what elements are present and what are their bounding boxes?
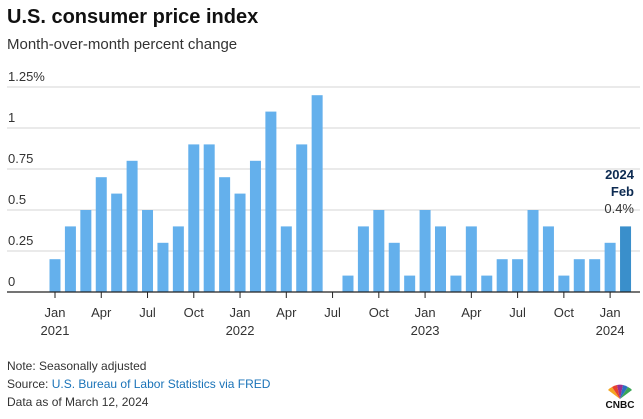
bar xyxy=(142,210,154,292)
bar xyxy=(111,193,123,292)
x-tick-year: 2021 xyxy=(41,323,70,338)
y-tick-label: 0.5 xyxy=(8,192,26,207)
bar xyxy=(265,111,277,292)
source: Source: U.S. Bureau of Labor Statistics … xyxy=(7,377,270,391)
bar xyxy=(280,226,292,292)
bar xyxy=(404,275,416,292)
bar xyxy=(203,144,215,292)
x-tick-year: 2023 xyxy=(411,323,440,338)
y-tick-label: 0.75 xyxy=(8,151,33,166)
bar xyxy=(604,242,616,292)
bar xyxy=(311,95,323,292)
bar xyxy=(542,226,554,292)
x-tick-label: Jul xyxy=(509,305,526,320)
bar xyxy=(573,259,585,292)
x-tick-label: Jan xyxy=(45,305,66,320)
bar xyxy=(373,210,385,292)
bar xyxy=(219,177,231,292)
bar xyxy=(465,226,477,292)
bar xyxy=(450,275,462,292)
note: Note: Seasonally adjusted xyxy=(7,359,147,373)
source-prefix: Source: xyxy=(7,377,52,391)
bar xyxy=(357,226,369,292)
bar xyxy=(589,259,601,292)
bar xyxy=(419,210,431,292)
peacock-icon xyxy=(608,384,632,399)
bar xyxy=(481,275,493,292)
bar xyxy=(512,259,524,292)
x-tick-label: Jan xyxy=(415,305,436,320)
bar xyxy=(188,144,200,292)
y-tick-label: 1.25% xyxy=(8,69,45,84)
bar xyxy=(95,177,107,292)
bar xyxy=(80,210,92,292)
x-tick-label: Apr xyxy=(461,305,482,320)
x-tick-label: Jan xyxy=(600,305,621,320)
x-tick-label: Jul xyxy=(324,305,341,320)
bar xyxy=(172,226,184,292)
bar xyxy=(296,144,308,292)
bar xyxy=(157,242,169,292)
source-link[interactable]: U.S. Bureau of Labor Statistics via FRED xyxy=(51,377,271,391)
x-tick-label: Oct xyxy=(184,305,205,320)
bar xyxy=(620,226,632,292)
bar xyxy=(388,242,400,292)
bar xyxy=(249,160,261,292)
bar xyxy=(126,160,138,292)
annotation-year: 2024 xyxy=(605,167,635,182)
bar xyxy=(64,226,76,292)
bar xyxy=(527,210,539,292)
x-tick-label: Jul xyxy=(139,305,156,320)
data-date: Data as of March 12, 2024 xyxy=(7,395,149,409)
y-tick-label: 0 xyxy=(8,274,15,289)
x-tick-label: Oct xyxy=(369,305,390,320)
x-tick-label: Jan xyxy=(230,305,251,320)
x-tick-year: 2024 xyxy=(596,323,625,338)
y-tick-label: 0.25 xyxy=(8,233,33,248)
bar xyxy=(234,193,246,292)
x-tick-year: 2022 xyxy=(226,323,255,338)
bar xyxy=(558,275,570,292)
chart-subtitle: Month-over-month percent change xyxy=(7,36,238,53)
bar xyxy=(435,226,446,292)
y-tick-label: 1 xyxy=(8,110,15,125)
cnbc-logo: CNBC xyxy=(605,384,635,411)
bar-chart: 0 0.25 0.5 0.75 1 1.25% Jan 2021 Apr Jul Oct Jan 202… xyxy=(7,69,640,338)
bar xyxy=(49,259,61,292)
bar xyxy=(342,275,354,292)
bar xyxy=(496,259,508,292)
x-tick-label: Apr xyxy=(276,305,297,320)
annotation-value: 0.4% xyxy=(604,201,634,216)
annotation-month: Feb xyxy=(611,184,634,199)
x-tick-label: Oct xyxy=(554,305,575,320)
x-tick-label: Apr xyxy=(91,305,112,320)
chart-title: U.S. consumer price index xyxy=(7,6,259,28)
